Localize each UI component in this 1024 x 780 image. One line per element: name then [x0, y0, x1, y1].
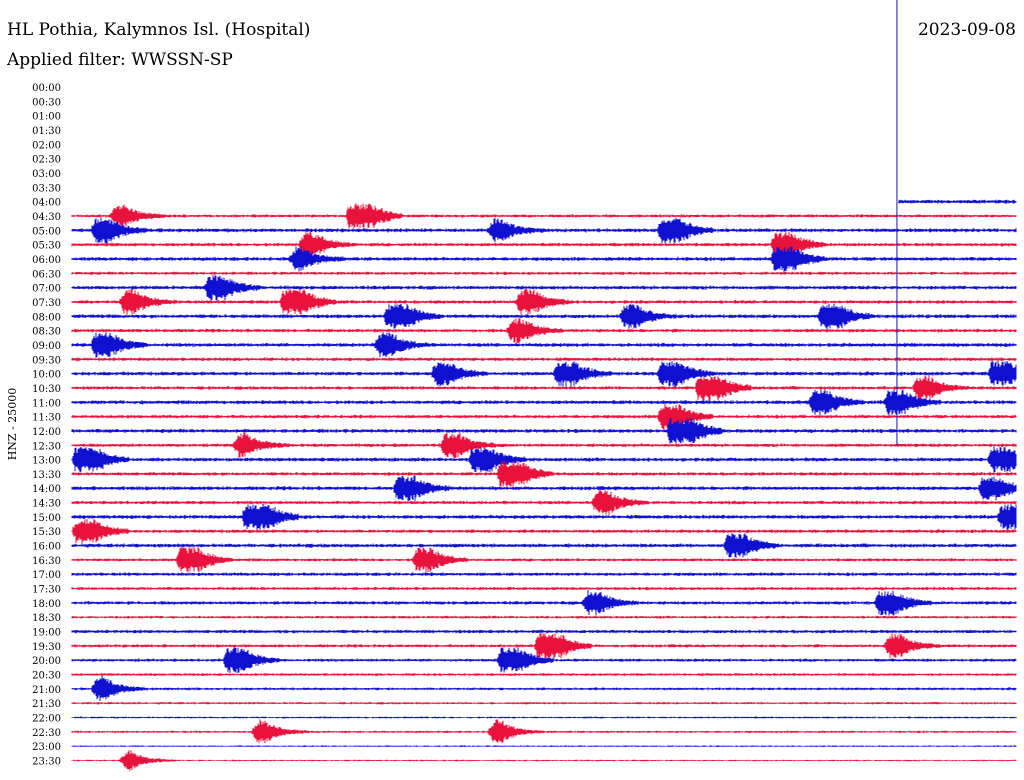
row-label-1700: 17:00: [32, 570, 61, 581]
row-label-0500: 05:00: [32, 226, 61, 237]
row-label-1100: 11:00: [32, 398, 61, 409]
trace-2030: [71, 673, 1017, 677]
trace-0630: [71, 271, 1017, 275]
y-axis-label: HNZ - 25000: [6, 388, 19, 461]
row-label-1200: 12:00: [32, 427, 61, 438]
row-label-0200: 02:00: [32, 140, 61, 151]
trace-1930: [71, 633, 1017, 659]
trace-1000: [71, 360, 1017, 387]
row-label-1530: 15:30: [32, 527, 61, 538]
trace-0830: [71, 318, 1017, 344]
filter-label: Applied filter: WWSSN-SP: [7, 50, 233, 70]
station-title: HL Pothia, Kalymnos Isl. (Hospital): [7, 20, 311, 40]
row-label-1630: 16:30: [32, 556, 61, 567]
trace-1100: [71, 389, 1017, 416]
row-label-2300: 23:00: [32, 742, 61, 753]
trace-0530: [71, 231, 1017, 258]
row-label-1030: 10:30: [32, 384, 61, 395]
trace-2130: [71, 701, 1017, 705]
trace-0900: [71, 332, 1017, 358]
row-label-0700: 07:00: [32, 284, 61, 295]
trace-2200: [71, 716, 1017, 719]
row-label-0630: 06:30: [32, 269, 61, 280]
trace-1830: [71, 615, 1017, 619]
trace-0600: [71, 246, 1017, 272]
trace-1600: [71, 533, 1017, 558]
row-label-0600: 06:00: [32, 255, 61, 266]
row-label-1800: 18:00: [32, 599, 61, 610]
row-label-2230: 22:30: [32, 728, 61, 739]
trace-0730: [71, 289, 1017, 315]
trace-1130: [71, 403, 1017, 430]
trace-1200: [71, 418, 1017, 444]
trace-0930: [71, 357, 1017, 362]
trace-1400: [71, 475, 1017, 501]
row-label-1930: 19:30: [32, 642, 61, 653]
trace-2300: [71, 745, 1017, 748]
row-label-0730: 07:30: [32, 298, 61, 309]
row-label-0430: 04:30: [32, 212, 61, 223]
trace-2000: [71, 647, 1017, 674]
row-label-0900: 09:00: [32, 341, 61, 352]
row-label-0800: 08:00: [32, 312, 61, 323]
trace-1300: [71, 446, 1017, 473]
row-label-2000: 20:00: [32, 656, 61, 667]
row-label-1000: 10:00: [32, 370, 61, 381]
row-label-2130: 21:30: [32, 699, 61, 710]
row-label-0230: 02:30: [32, 155, 61, 166]
row-label-0000: 00:00: [32, 83, 61, 94]
trace-2330: [71, 750, 1017, 771]
trace-1630: [71, 547, 1017, 573]
row-label-1300: 13:00: [32, 456, 61, 467]
trace-1700: [71, 572, 1017, 577]
trace-0400: [898, 199, 1017, 204]
row-label-1230: 12:30: [32, 441, 61, 452]
row-label-0400: 04:00: [32, 198, 61, 209]
traces: [71, 0, 1017, 771]
trace-0800: [71, 303, 1017, 329]
row-label-0030: 00:30: [32, 97, 61, 108]
trace-0700: [71, 275, 1017, 301]
row-label-2100: 21:00: [32, 685, 61, 696]
row-label-1330: 13:30: [32, 470, 61, 481]
trace-1900: [71, 629, 1017, 634]
row-label-1730: 17:30: [32, 585, 61, 596]
trace-1500: [71, 504, 1017, 530]
trace-1330: [71, 461, 1017, 487]
trace-1230: [71, 432, 1017, 459]
row-label-1900: 19:00: [32, 628, 61, 639]
row-label-0830: 08:30: [32, 327, 61, 338]
trace-2100: [71, 676, 1017, 701]
row-label-0130: 01:30: [32, 126, 61, 137]
row-label-2200: 22:00: [32, 714, 61, 725]
trace-1430: [71, 490, 1017, 515]
row-label-1500: 15:00: [32, 513, 61, 524]
row-label-2030: 20:30: [32, 671, 61, 682]
row-label-0930: 09:30: [32, 355, 61, 366]
row-label-1430: 14:30: [32, 499, 61, 510]
row-label-1130: 11:30: [32, 413, 61, 424]
row-label-2330: 23:30: [32, 757, 61, 768]
row-label-1830: 18:30: [32, 613, 61, 624]
row-labels: 00:00 00:30 01:00 01:30 02:00 02:30 03:00 03:30…: [32, 83, 61, 768]
trace-0500: [71, 217, 1017, 244]
row-label-0300: 03:00: [32, 169, 61, 180]
row-label-1400: 14:00: [32, 484, 61, 495]
trace-1730: [71, 586, 1017, 591]
row-label-0530: 05:30: [32, 241, 61, 252]
trace-1530: [71, 519, 1017, 545]
row-label-0330: 03:30: [32, 183, 61, 194]
trace-1800: [71, 589, 1017, 616]
trace-0430: [71, 203, 1017, 229]
trace-2230: [71, 719, 1017, 744]
row-label-1600: 16:00: [32, 542, 61, 553]
row-label-0100: 01:00: [32, 112, 61, 123]
date-label: 2023-09-08: [917, 20, 1016, 40]
trace-1030: [71, 375, 1017, 401]
